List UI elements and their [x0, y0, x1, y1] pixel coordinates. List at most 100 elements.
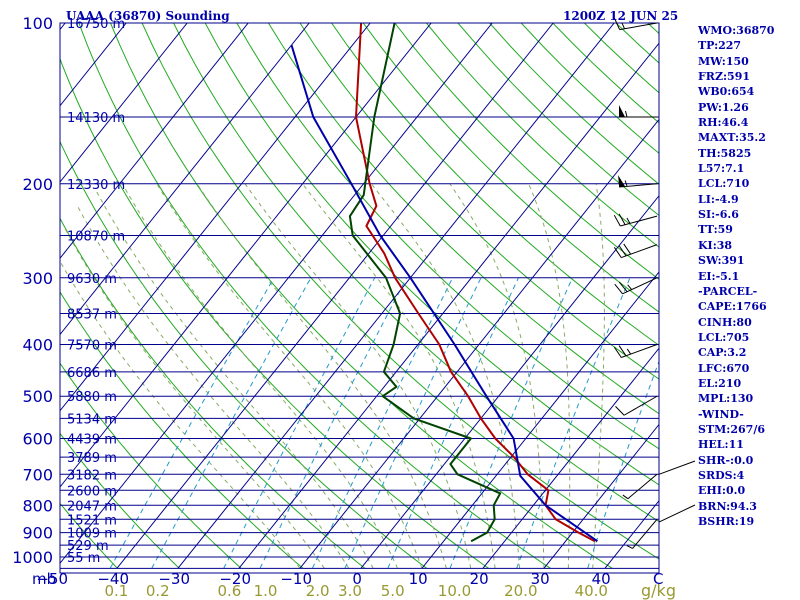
mixing-ratio-label: 10.0	[438, 582, 471, 600]
mixing-ratio-line	[259, 277, 408, 569]
index-item: EL:210	[698, 376, 742, 390]
dry-adiabat-line	[60, 140, 428, 569]
height-label: 55 m	[67, 551, 100, 566]
index-item: MAXT:35.2	[698, 131, 766, 145]
station-title: UAAA (36870) Sounding	[66, 9, 230, 23]
pressure-label: 600	[22, 430, 53, 449]
mixing-ratio-line	[344, 277, 482, 569]
temperature-label: 10	[409, 570, 428, 588]
wind-barb	[613, 213, 658, 227]
moist-adiabat-line	[196, 183, 447, 569]
isotherm-line	[60, 23, 66, 31]
mixing-ratio-label: 5.0	[381, 582, 405, 600]
index-item: SHR-:0.0	[698, 453, 754, 467]
height-label: 6686 m	[67, 366, 117, 381]
isotherm-line	[543, 423, 659, 569]
pressure-label: 500	[22, 387, 53, 406]
moist-adiabats	[60, 183, 605, 569]
mixing-ratio-lines	[109, 277, 659, 569]
pressure-label: 700	[22, 465, 53, 484]
pressure-axis-label: mb	[32, 570, 56, 588]
moist-adiabat-line	[302, 183, 496, 569]
index-item: TT:59	[698, 223, 733, 237]
mixing-ratio-labels: 0.1 0.2 0.6 1.0 2.0 3.0 5.0 10.0 20.0 40.0	[104, 582, 608, 600]
wind-barb	[614, 277, 658, 295]
dry-adiabat-line	[204, 23, 659, 486]
mixing-ratio-label: 2.0	[306, 582, 330, 600]
dewpoint-profile	[348, 23, 502, 543]
sounding-time: 1200Z 12 JUN 25	[563, 9, 679, 23]
index-item: CAPE:1766	[698, 300, 767, 314]
index-item: FRZ:591	[698, 70, 751, 84]
bshr-connector	[658, 504, 696, 523]
dry-adiabat-line	[110, 23, 613, 569]
temperature-label: −50	[36, 570, 68, 588]
plot-border	[59, 22, 660, 574]
height-label: 4439 m	[67, 433, 117, 448]
mixing-ratio-label: 1.0	[254, 582, 278, 600]
mixing-ratio-line	[151, 277, 312, 569]
index-item: CINH:80	[698, 315, 752, 329]
mixing-ratio-label: 0.6	[217, 582, 241, 600]
index-item: WMO:36870	[698, 24, 775, 37]
isotherm-line	[360, 194, 659, 569]
moist-adiabat-line	[76, 205, 350, 569]
index-item: MW:150	[698, 54, 749, 68]
dry-adiabat-line	[362, 23, 659, 313]
index-item: SW:391	[698, 254, 745, 268]
wind-barb	[626, 518, 658, 549]
temperature-profile	[355, 23, 596, 543]
height-label: 5134 m	[67, 412, 117, 427]
pressure-label: 900	[22, 524, 53, 543]
index-item: HEL:11	[698, 438, 744, 452]
dry-adiabat-line	[141, 23, 659, 560]
height-label: 8537 m	[67, 308, 117, 323]
wind-barbs	[613, 18, 696, 549]
dry-adiabat-line	[426, 23, 659, 248]
dry-adiabat-line	[236, 23, 659, 450]
temperature-labels: −50 −40 −30 −20 −10 0 10 20 30 40	[36, 570, 610, 588]
temperature-label: 40	[592, 570, 611, 588]
moist-adiabat-line	[449, 183, 545, 569]
pressure-label: 1000	[12, 548, 53, 567]
isotherm-line	[299, 118, 659, 569]
index-item: LCL:710	[698, 177, 750, 191]
height-label: 14130 m	[67, 111, 125, 126]
dry-adiabat-line	[60, 432, 180, 569]
height-label: 2047 m	[67, 499, 117, 514]
index-item: CAP:3.2	[698, 346, 747, 360]
pressure-label: 300	[22, 269, 53, 288]
dry-adiabat-line	[267, 23, 659, 415]
dry-adiabat-line	[60, 217, 366, 569]
temperature-label: 20	[470, 570, 489, 588]
isotherm-line	[116, 23, 554, 569]
indices-panel: WMO:36870 TP:227 MW:150 FRZ:591 WB0:654 PW:1.…	[698, 23, 800, 529]
isotherms	[60, 23, 659, 569]
wind-barb	[615, 395, 658, 416]
height-label: 7570 m	[67, 339, 117, 354]
height-label: 3789 m	[67, 451, 117, 466]
moist-adiabat-line	[592, 183, 605, 569]
mixing-ratio-axis-label: g/kg	[641, 581, 676, 600]
index-item: BSHR:19	[698, 515, 755, 528]
parcel-profile	[290, 44, 598, 543]
moist-adiabat-line	[94, 189, 374, 569]
temperature-label: −30	[158, 570, 190, 588]
temperature-label: −10	[280, 570, 312, 588]
dry-adiabat-line	[394, 23, 659, 280]
wind-barb	[614, 18, 658, 31]
height-label: 12330 m	[67, 178, 125, 193]
isotherm-line	[60, 23, 188, 183]
index-item: MPL:130	[698, 392, 754, 406]
temperature-label: 30	[531, 570, 550, 588]
pressure-label: 100	[22, 14, 53, 33]
mixing-ratio-label: 20.0	[504, 582, 537, 600]
dry-adiabat-line	[173, 23, 659, 523]
index-item: STM:267/6	[698, 422, 765, 436]
dry-adiabat-line	[78, 23, 551, 569]
pressure-label: 200	[22, 175, 53, 194]
index-item: LCL:705	[698, 330, 750, 344]
mixing-ratio-line	[311, 277, 454, 569]
mixing-ratio-label: 3.0	[338, 582, 362, 600]
